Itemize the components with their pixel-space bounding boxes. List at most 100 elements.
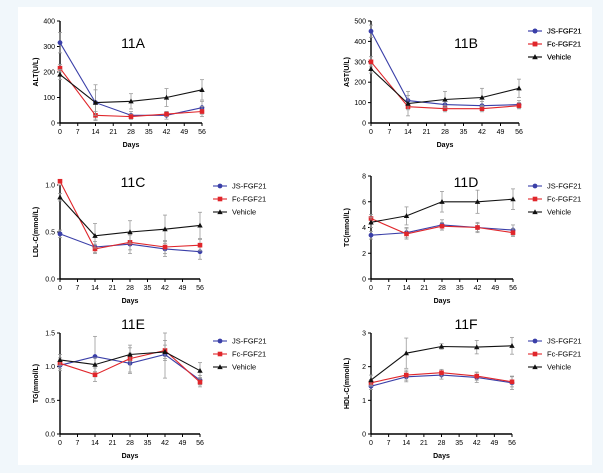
y-tick-label: 500	[354, 19, 366, 26]
y-tick-label: 4	[362, 225, 366, 232]
x-tick-label: 49	[180, 129, 188, 136]
y-tick-label: 0	[362, 121, 366, 128]
y-tick-label: 100	[43, 95, 55, 102]
legend-label: Fc-FGF21	[547, 350, 581, 359]
data-point	[197, 222, 203, 228]
data-point	[368, 232, 374, 238]
y-tick-label: 200	[43, 70, 55, 77]
legend-label: Vehicle	[547, 208, 571, 217]
data-point	[404, 231, 409, 237]
legend-label: Vehicle	[547, 363, 571, 372]
x-tick-label: 14	[91, 285, 99, 292]
y-axis-label: ALT(U/L)	[33, 57, 40, 86]
legend-marker	[217, 183, 223, 189]
legend-marker	[532, 209, 538, 215]
y-tick-label: 400	[354, 39, 366, 46]
x-tick-label: 0	[58, 129, 62, 136]
x-axis-label: Days	[434, 298, 451, 305]
legend: JS-FGF21 Fc-FGF21 Vehicle	[528, 27, 582, 62]
y-tick-label: 0.5	[45, 398, 55, 405]
data-point	[164, 111, 169, 117]
data-point	[474, 373, 480, 379]
x-tick-label: 7	[387, 285, 391, 292]
x-tick-label: 0	[369, 285, 373, 292]
legend-item: Vehicle	[213, 363, 256, 372]
y-tick-label: 1.0	[45, 183, 55, 190]
data-point	[57, 357, 63, 363]
x-tick-label: 42	[161, 285, 169, 292]
data-point	[162, 349, 168, 354]
x-tick-label: 21	[109, 285, 117, 292]
x-tick-label: 14	[92, 129, 100, 136]
x-axis-label: Days	[433, 453, 450, 460]
chart-panel-11b: 0 7 14 21 28 35 42 49 56 0 100 200 300 400 500 Days AST(…	[344, 19, 582, 150]
x-tick-label: 42	[163, 129, 171, 136]
x-tick-label: 7	[76, 440, 80, 447]
legend-item: JS-FGF21	[528, 182, 582, 191]
data-point	[403, 350, 409, 356]
legend-label: Fc-FGF21	[232, 195, 266, 204]
data-point	[438, 343, 445, 349]
y-tick-label: 6	[362, 199, 366, 206]
data-point	[128, 98, 134, 104]
x-tick-label: 35	[456, 285, 464, 292]
x-tick-label: 28	[438, 285, 446, 292]
panel-title: 11E	[121, 316, 145, 332]
data-point	[479, 94, 485, 100]
data-point	[92, 246, 98, 252]
legend-label: JS-FGF21	[232, 182, 267, 191]
legend-item: Fc-FGF21	[528, 195, 581, 204]
legend-marker	[532, 351, 538, 357]
legend-label: Fc-FGF21	[547, 195, 581, 204]
x-tick-label: 21	[423, 129, 431, 136]
data-point	[92, 361, 98, 367]
x-tick-label: 28	[438, 440, 446, 447]
legend-item: Vehicle	[213, 208, 256, 217]
data-point	[127, 351, 133, 357]
data-point	[509, 342, 515, 348]
legend-label: Fc-FGF21	[547, 40, 581, 49]
legend-item: Fc-FGF21	[528, 350, 581, 359]
data-point	[442, 106, 448, 112]
legend-item: JS-FGF21	[528, 337, 582, 346]
x-tick-label: 21	[420, 285, 428, 292]
series-vehicle	[368, 336, 515, 386]
data-point	[510, 196, 516, 202]
x-tick-label: 49	[179, 440, 187, 447]
data-point	[92, 99, 99, 105]
x-tick-label: 21	[109, 440, 117, 447]
x-tick-label: 49	[179, 285, 187, 292]
data-point	[474, 344, 480, 350]
panel-title: 11A	[121, 35, 146, 51]
x-tick-label: 42	[161, 440, 169, 447]
data-point	[199, 109, 205, 114]
data-point	[92, 372, 98, 378]
x-tick-label: 56	[509, 285, 517, 292]
data-point	[197, 367, 203, 373]
series-fc-fgf21	[57, 63, 205, 120]
data-point	[516, 103, 522, 108]
y-tick-label: 400	[43, 19, 55, 26]
x-tick-label: 7	[388, 129, 392, 136]
data-point	[479, 106, 485, 112]
x-tick-label: 7	[76, 129, 80, 136]
x-tick-label: 35	[460, 129, 468, 136]
x-tick-label: 42	[478, 129, 486, 136]
data-point	[162, 244, 168, 250]
data-point	[57, 194, 63, 200]
legend-label: JS-FGF21	[547, 27, 582, 36]
chart-panel-11c: 0 7 14 21 28 35 42 49 56 0.0 0.5 1.0 Days LDL-C(mmol/…	[33, 174, 267, 305]
y-tick-label: 1.5	[45, 331, 55, 338]
y-tick-label: 0.0	[45, 277, 55, 284]
x-tick-label: 56	[196, 285, 204, 292]
data-point	[442, 96, 448, 102]
legend-marker	[217, 364, 223, 370]
x-axis-label: Days	[123, 142, 140, 149]
y-tick-label: 200	[354, 80, 366, 87]
data-point	[509, 379, 515, 385]
legend-label: Vehicle	[547, 53, 571, 62]
x-tick-label: 7	[387, 440, 391, 447]
figure-panel	[18, 7, 592, 465]
